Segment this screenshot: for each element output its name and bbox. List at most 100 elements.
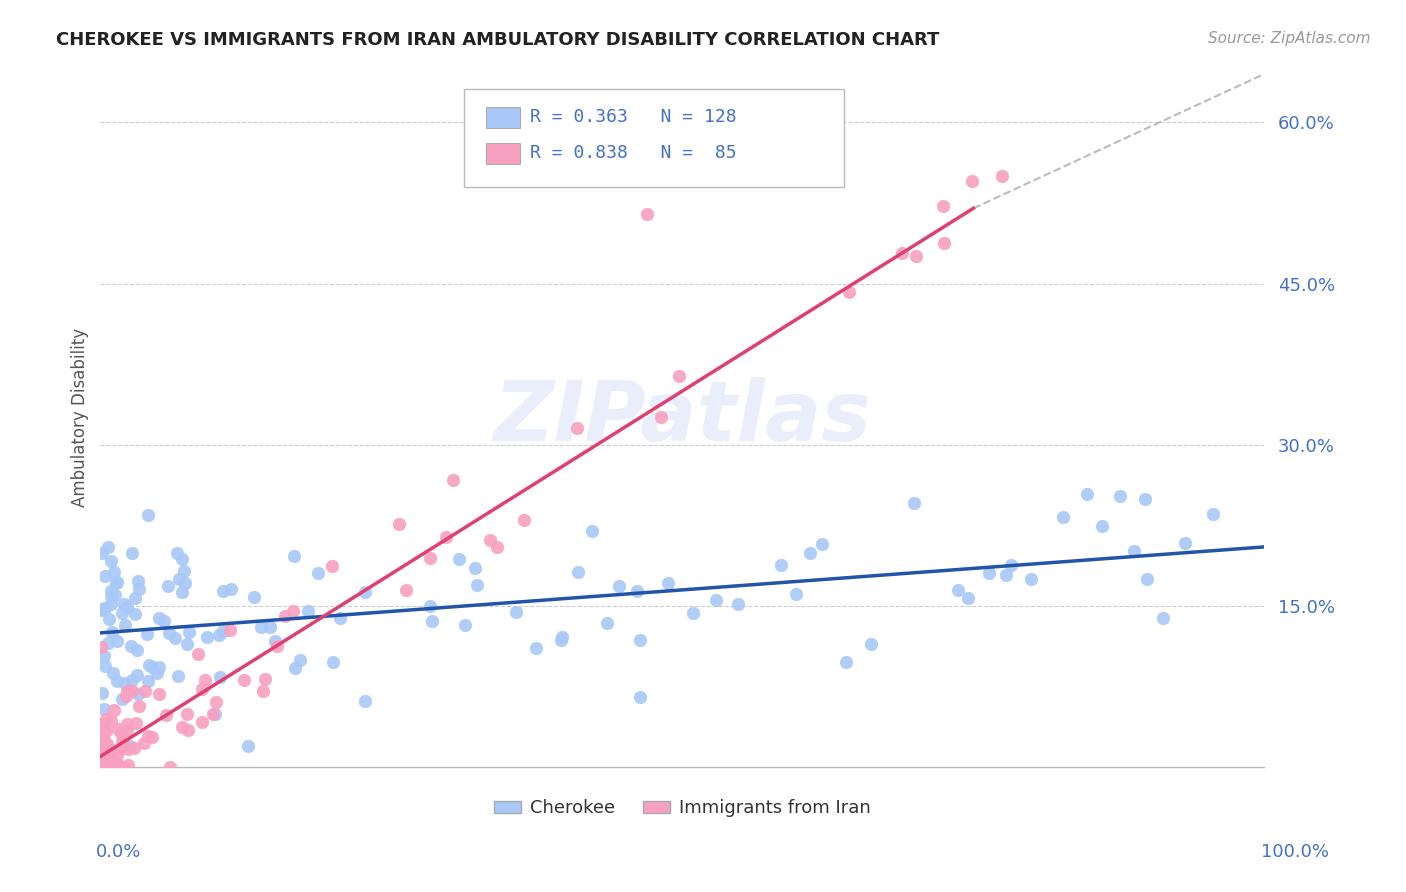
- Point: [128, 698, 150, 713]
- Point: [434, 530, 457, 544]
- Point: [172, 585, 194, 599]
- Point: [114, 617, 136, 632]
- Point: [1000, 558, 1022, 572]
- Point: [105, 575, 128, 590]
- Point: [100, 760, 122, 774]
- Point: [170, 719, 193, 733]
- Point: [329, 611, 352, 625]
- Point: [138, 729, 160, 743]
- Point: [903, 496, 925, 510]
- Text: 100.0%: 100.0%: [1261, 843, 1329, 861]
- Point: [100, 743, 122, 757]
- Point: [94, 659, 117, 673]
- Point: [485, 540, 508, 554]
- Point: [165, 631, 187, 645]
- Point: [250, 620, 273, 634]
- Point: [166, 546, 188, 560]
- Point: [191, 682, 214, 697]
- Point: [205, 695, 228, 709]
- Point: [111, 691, 134, 706]
- Point: [657, 575, 679, 590]
- Point: [100, 584, 122, 599]
- Point: [177, 723, 200, 738]
- Point: [111, 606, 134, 620]
- Point: [201, 707, 224, 722]
- Y-axis label: Ambulatory Disability: Ambulatory Disability: [72, 328, 89, 508]
- Point: [769, 558, 792, 573]
- Point: [90, 546, 112, 560]
- Point: [208, 670, 231, 684]
- Point: [191, 715, 214, 730]
- Point: [103, 755, 125, 769]
- Point: [219, 582, 242, 596]
- Point: [91, 601, 114, 615]
- Point: [94, 760, 117, 774]
- Point: [96, 737, 118, 751]
- Point: [565, 420, 588, 434]
- Point: [132, 736, 155, 750]
- Point: [1076, 487, 1098, 501]
- Point: [148, 687, 170, 701]
- Point: [159, 760, 181, 774]
- Point: [90, 742, 112, 756]
- Point: [170, 552, 193, 566]
- Point: [97, 612, 120, 626]
- Text: ZIPatlas: ZIPatlas: [494, 377, 872, 458]
- Point: [121, 673, 143, 688]
- Point: [838, 285, 860, 299]
- Point: [127, 668, 149, 682]
- Point: [932, 199, 955, 213]
- Text: R = 0.363   N = 128: R = 0.363 N = 128: [530, 108, 737, 126]
- Point: [1152, 611, 1174, 625]
- Point: [905, 249, 928, 263]
- Point: [112, 597, 135, 611]
- Point: [581, 524, 603, 538]
- Point: [115, 684, 138, 698]
- Point: [1123, 544, 1146, 558]
- Point: [1091, 518, 1114, 533]
- Point: [1202, 507, 1225, 521]
- Point: [97, 636, 120, 650]
- Point: [141, 730, 163, 744]
- Point: [98, 760, 121, 774]
- Point: [136, 674, 159, 689]
- Point: [195, 631, 218, 645]
- Point: [956, 591, 979, 606]
- Point: [704, 592, 727, 607]
- Point: [567, 565, 589, 579]
- Point: [100, 590, 122, 604]
- Point: [626, 584, 648, 599]
- Text: CHEROKEE VS IMMIGRANTS FROM IRAN AMBULATORY DISABILITY CORRELATION CHART: CHEROKEE VS IMMIGRANTS FROM IRAN AMBULAT…: [56, 31, 939, 49]
- Point: [187, 647, 209, 661]
- Point: [266, 639, 288, 653]
- Point: [1135, 492, 1157, 507]
- Point: [419, 551, 441, 566]
- Point: [93, 648, 115, 663]
- Point: [110, 726, 132, 740]
- Point: [96, 760, 118, 774]
- Point: [891, 245, 914, 260]
- Point: [212, 583, 235, 598]
- Point: [596, 616, 619, 631]
- Point: [232, 673, 254, 687]
- Point: [105, 674, 128, 689]
- Point: [122, 741, 145, 756]
- Point: [254, 672, 277, 686]
- Point: [388, 517, 411, 532]
- Point: [127, 687, 149, 701]
- Point: [454, 618, 477, 632]
- Point: [420, 614, 443, 628]
- Point: [177, 624, 200, 639]
- Point: [117, 742, 139, 756]
- Point: [979, 566, 1001, 580]
- Point: [105, 576, 128, 591]
- Point: [112, 760, 135, 774]
- Point: [101, 665, 124, 680]
- Point: [90, 602, 112, 616]
- Point: [148, 611, 170, 625]
- Point: [155, 708, 177, 723]
- Point: [727, 597, 749, 611]
- Point: [157, 626, 180, 640]
- Point: [252, 684, 274, 698]
- Point: [103, 703, 125, 717]
